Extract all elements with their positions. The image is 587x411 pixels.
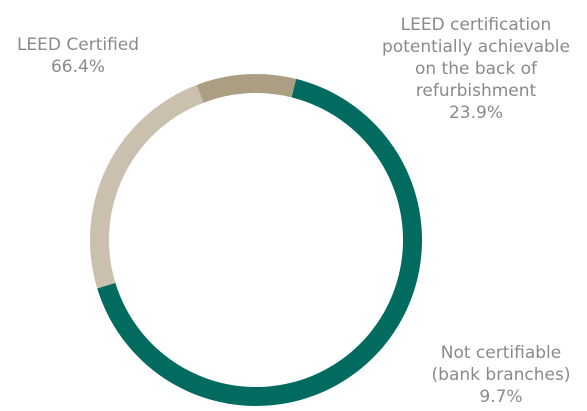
slice-label-line: LEED certification — [400, 15, 552, 35]
slice-value-label: 66.4% — [50, 57, 105, 77]
slice-label-not-certifiable: Not certifiable (bank branches) 9.7% — [421, 342, 581, 408]
slice-label-line: Not certifiable — [440, 343, 562, 363]
slice-label-leed-certified: LEED Certified 66.4% — [8, 34, 148, 78]
slice-label-line: on the back of — [414, 59, 538, 79]
slice-value-label: 23.9% — [448, 103, 503, 123]
donut-slices — [90, 74, 422, 406]
slice-label-line: LEED Certified — [16, 35, 140, 55]
slice-value-label: 9.7% — [479, 387, 523, 407]
slice-label-potentially-achievable: LEED certification potentially achievabl… — [371, 14, 581, 124]
slice-potentially-achievable — [90, 84, 204, 289]
slice-label-line: refurbishment — [415, 81, 537, 101]
slice-label-line: potentially achievable — [382, 37, 570, 57]
slice-not-certifiable — [196, 74, 297, 103]
slice-label-line: (bank branches) — [431, 365, 571, 385]
